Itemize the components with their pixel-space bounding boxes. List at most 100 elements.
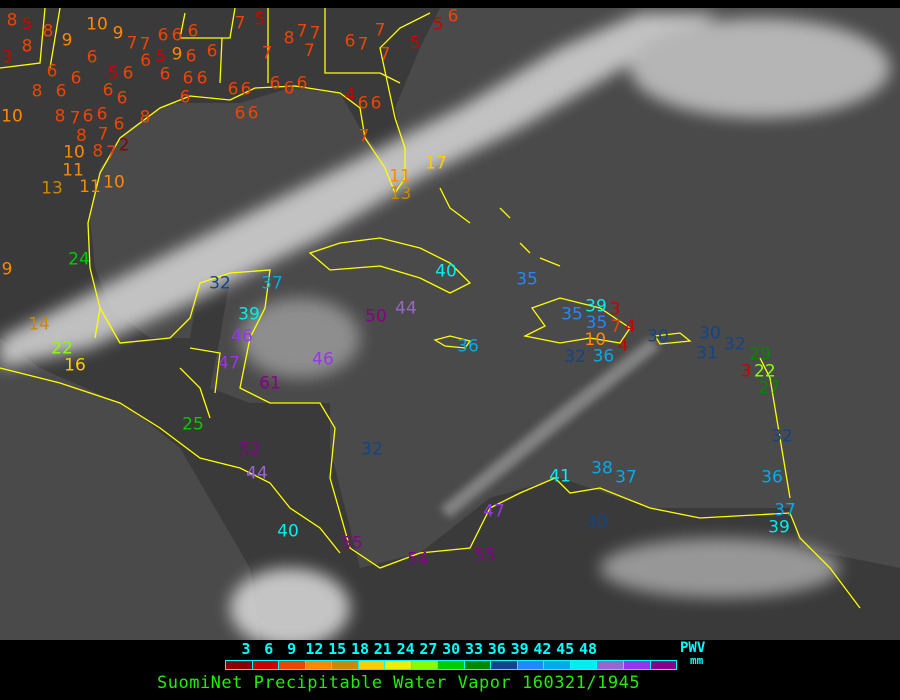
pwv-station-value: 8 [7,11,18,31]
legend-color-swatch [252,661,280,669]
pwv-station-value: 6 [140,51,151,71]
pwv-station-value: 44 [395,299,417,319]
pwv-station-value: 32 [771,427,793,447]
pwv-station-value: 7 [70,109,81,129]
pwv-station-value: 8 [140,108,151,128]
pwv-station-value: 6 [284,79,295,99]
pwv-station-value: 55 [341,534,363,554]
pwv-station-value: 39 [585,297,607,317]
legend-unit: mm [690,654,704,667]
pwv-station-value: 6 [248,104,259,124]
legend-color-swatch [517,661,545,669]
pwv-station-value: 30 [699,324,721,344]
pwv-station-value: 6 [87,48,98,68]
pwv-station-value: 7 [611,317,622,337]
map-title: SuomiNet Precipitable Water Vapor 160321… [157,673,641,693]
pwv-station-value: 6 [97,105,108,125]
pwv-station-value: 13 [41,179,63,199]
pwv-station-value: 6 [114,115,125,135]
pwv-station-value: 10 [86,15,108,35]
pwv-station-value: 6 [123,64,134,84]
legend-color-swatch [623,661,651,669]
pwv-station-value: 7 [127,34,138,54]
legend-color-swatch [491,661,518,669]
legend-tick-label: 30 [442,640,461,658]
pwv-station-value: 14 [28,315,50,335]
pwv-station-value: 8 [32,82,43,102]
pwv-station-value: 32 [564,347,586,367]
pwv-station-value: 7 [358,35,369,55]
pwv-station-value: 54 [407,550,429,570]
pwv-station-value: 44 [246,464,268,484]
legend-color-swatch [438,661,465,669]
pwv-station-value: 5 [22,15,33,35]
legend-color-swatch [305,661,333,669]
pwv-station-value: 6 [345,32,356,52]
pwv-station-value: 6 [297,74,308,94]
land-us-mexico [0,8,900,640]
pwv-station-value: 6 [117,89,128,109]
pwv-station-value: 10 [584,330,606,350]
legend-color-swatch [411,661,439,669]
pwv-station-value: 6 [270,74,281,94]
pwv-station-value: 9 [172,45,183,65]
pwv-station-value: 6 [228,80,239,100]
pwv-station-value: 37 [774,501,796,521]
pwv-station-value: 27 [759,378,781,398]
pwv-station-value: 7 [304,41,315,61]
pwv-station-value: 7 [310,24,321,44]
pwv-station-value: 36 [761,468,783,488]
pwv-station-value: 8 [92,141,103,161]
legend-color-swatch [464,661,492,669]
pwv-station-value: 38 [591,459,613,479]
pwv-station-value: 47 [483,502,505,522]
pwv-station-value: 37 [261,274,283,294]
legend-tick-label: 12 [305,640,324,658]
pwv-station-value: 32 [724,335,746,355]
legend-tick-label: 48 [578,640,598,658]
pwv-station-value: 9 [2,260,13,280]
pwv-station-value: 10 [103,173,125,193]
pwv-station-value: 46 [312,350,334,370]
legend-tick-label: 9 [287,640,297,658]
pwv-station-value: 29 [749,345,771,365]
legend-tick-label: 6 [264,640,274,658]
pwv-station-value: 7 [359,127,370,147]
hispaniola-coast [523,297,631,344]
pwv-station-value: 32 [209,274,231,294]
legend-color-swatch [332,661,359,669]
legend-color-swatch [650,661,677,669]
legend-color-swatch [544,661,571,669]
pwv-station-value: 6 [160,65,171,85]
pwv-station-value: 7 [140,35,151,55]
pwv-station-value: 8 [55,107,66,127]
pwv-station-value: 6 [188,22,199,42]
legend-color-swatch [279,661,306,669]
legend-unit-label: PWV [680,640,706,656]
pwv-station-value: 11 [389,167,411,187]
legend-color-swatch [358,661,386,669]
pwv-station-value: 31 [696,344,718,364]
pwv-station-value: 6 [183,69,194,89]
pwv-station-value: 6 [371,94,382,114]
jamaica-coast [433,335,472,349]
pwv-station-value: 36 [593,347,615,367]
pwv-station-value: 39 [768,518,790,538]
pwv-station-value: 25 [182,415,204,435]
pwv-station-value: 8 [284,29,295,49]
pwv-station-value: 8 [22,37,33,57]
pwv-station-value: 5 [410,34,421,54]
pwv-station-value: 6 [241,80,252,100]
pwv-station-value: 7 [380,45,391,65]
legend-color-swatch [385,661,412,669]
legend-color-swatch [226,661,253,669]
cloud-band [0,13,890,640]
pwv-station-value: 4 [345,86,356,106]
pwv-station-value: 11 [79,177,101,197]
pwv-station-value: 55 [474,546,496,566]
legend-tick-label: 21 [373,640,392,658]
pwv-station-value: 16 [64,356,86,376]
